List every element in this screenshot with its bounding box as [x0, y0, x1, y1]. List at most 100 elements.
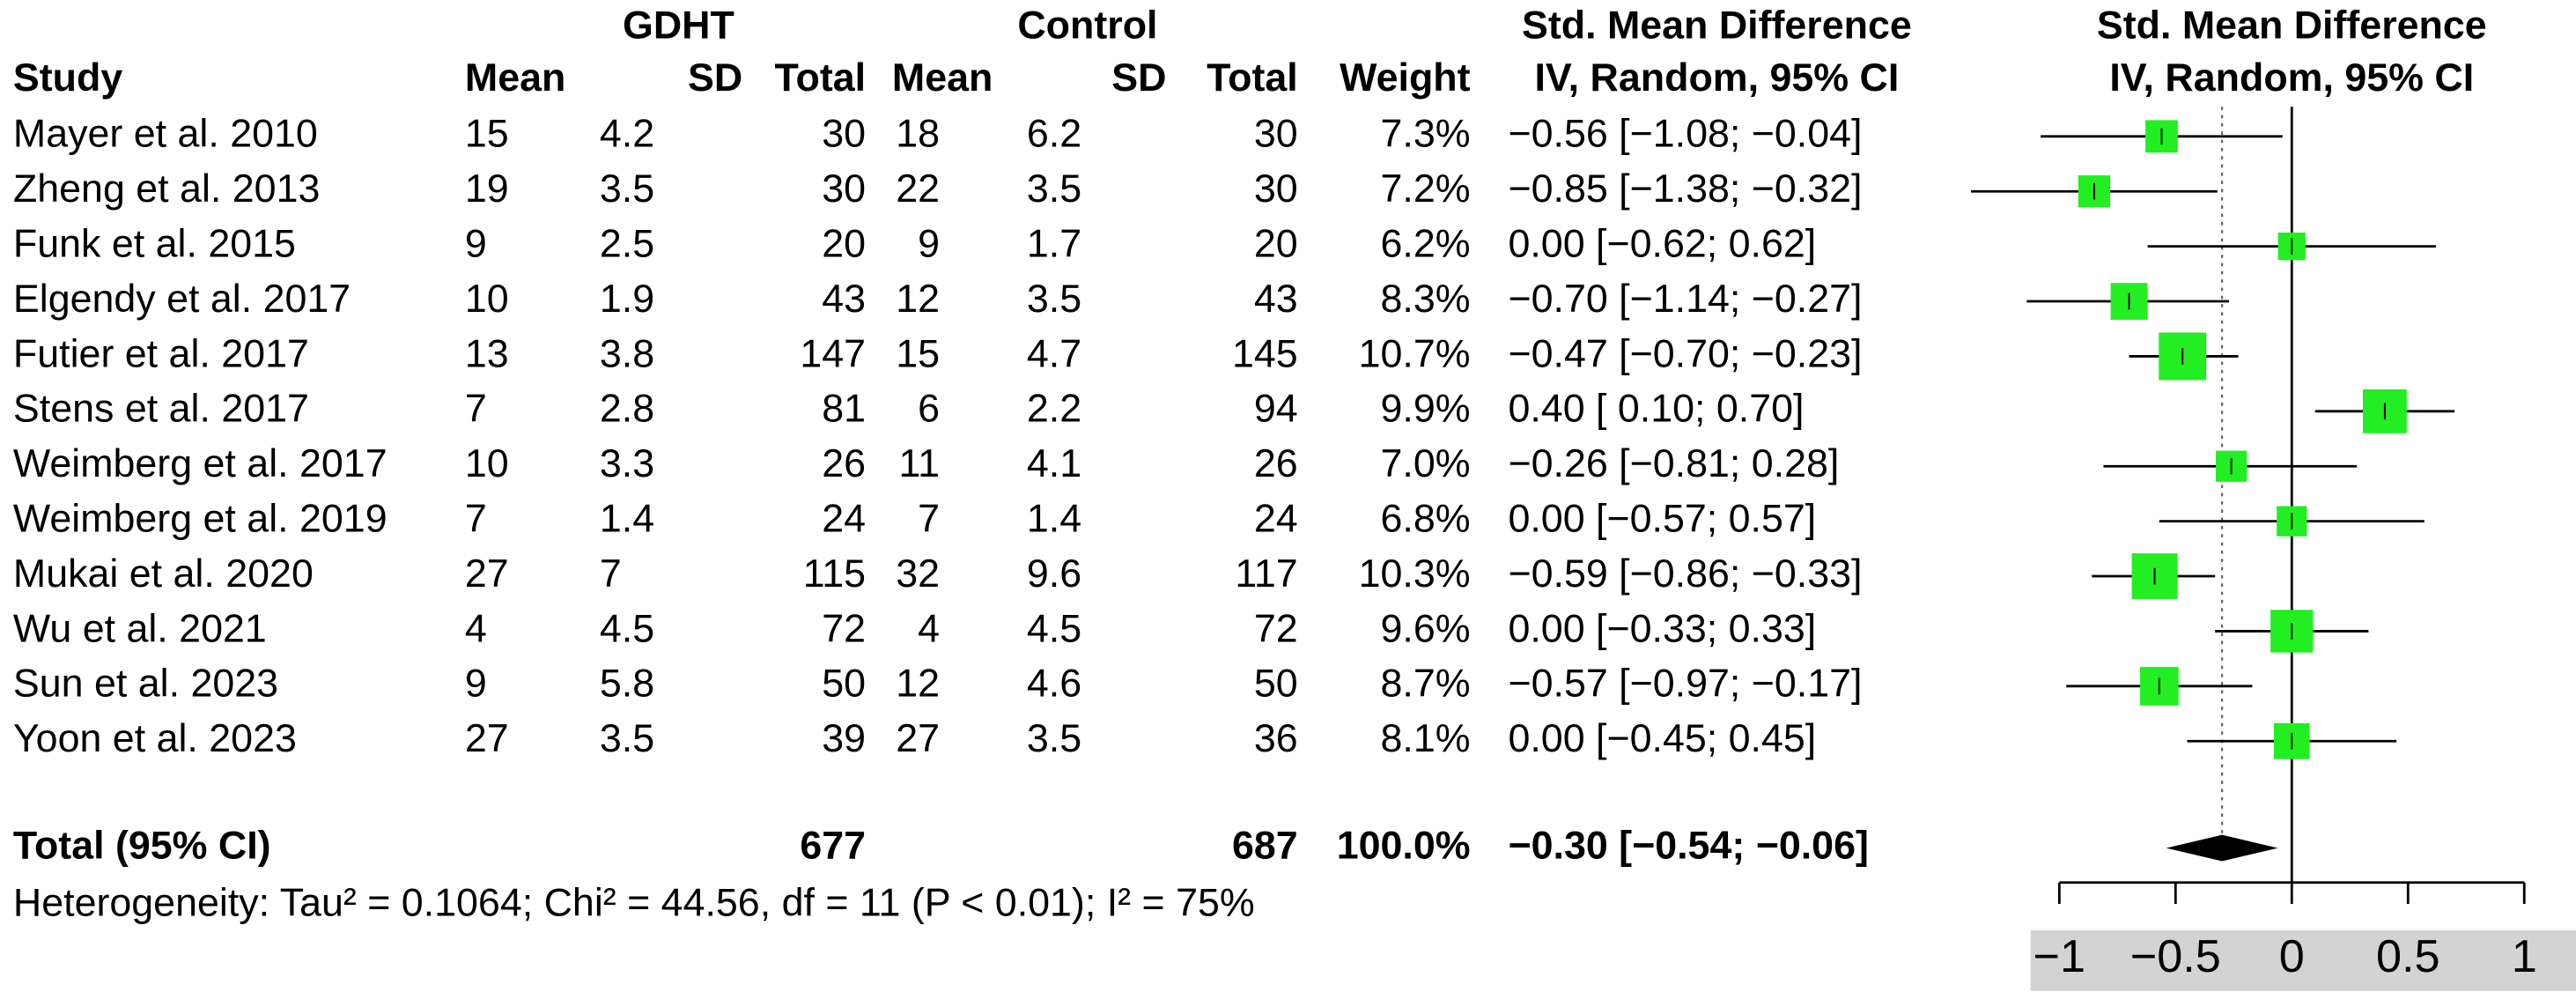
column-header: SD	[1111, 56, 1166, 100]
cell: 687	[1232, 823, 1298, 867]
column-header: Total	[1207, 56, 1298, 100]
cell: 1.7	[1027, 221, 1081, 265]
cell: 8.3%	[1381, 277, 1471, 321]
cell: 117	[1235, 552, 1297, 596]
cell: 2.5	[600, 221, 654, 265]
cell: Sun et al. 2023	[13, 662, 278, 706]
column-header: IV, Random, 95% CI	[1534, 56, 1899, 100]
cell: Mukai et al. 2020	[13, 552, 314, 596]
cell: 19	[465, 167, 509, 211]
cell: 1.4	[600, 496, 654, 540]
cell: 13	[465, 331, 509, 375]
pooled-diamond	[2166, 834, 2278, 862]
cell: 10	[465, 277, 509, 321]
cell: −0.59 [−0.86; −0.33]	[1508, 552, 1862, 596]
column-header: Total	[774, 56, 866, 100]
x-tick-label: 0	[2279, 931, 2305, 982]
cell: 18	[896, 112, 940, 156]
cell: Zheng et al. 2013	[13, 167, 320, 211]
cell: 94	[1254, 387, 1298, 431]
cell: 9.6	[1027, 552, 1081, 596]
cell: 4.7	[1027, 331, 1081, 375]
cell: −0.47 [−0.70; −0.23]	[1508, 331, 1862, 375]
cell: 22	[896, 167, 940, 211]
cell: 7.0%	[1381, 441, 1471, 485]
cell: 8.1%	[1381, 716, 1471, 760]
cell: 30	[1254, 112, 1298, 156]
cell: 9	[918, 221, 940, 265]
cell: 43	[1254, 277, 1298, 321]
cell: −0.56 [−1.08; −0.04]	[1508, 112, 1862, 156]
column-header: Weight	[1340, 56, 1470, 100]
column-header: Study	[13, 56, 122, 100]
cell: 5.8	[600, 662, 654, 706]
cell: 3.5	[1027, 277, 1081, 321]
x-tick-label: 0.5	[2376, 931, 2440, 982]
cell: 81	[822, 387, 866, 431]
cell: Stens et al. 2017	[13, 387, 309, 431]
cell: 30	[1254, 167, 1298, 211]
cell: 72	[822, 606, 866, 650]
cell: 26	[1254, 441, 1298, 485]
cell: Wu et al. 2021	[13, 606, 267, 650]
column-header: Mean	[465, 56, 565, 100]
cell: 0.00 [−0.62; 0.62]	[1508, 221, 1816, 265]
cell: 100.0%	[1337, 823, 1471, 867]
cell: 27	[896, 716, 940, 760]
cell: 15	[896, 331, 940, 375]
cell: 3.5	[1027, 167, 1081, 211]
cell: 39	[822, 716, 866, 760]
group-header: Control	[1017, 4, 1157, 48]
cell: 72	[1254, 606, 1298, 650]
cell: 9.9%	[1381, 387, 1471, 431]
x-tick-label: 1	[2512, 931, 2537, 982]
cell: Weimberg et al. 2017	[13, 441, 388, 485]
cell: 1.4	[1027, 496, 1081, 540]
cell: 4.1	[1027, 441, 1081, 485]
cell: 3.5	[1027, 716, 1081, 760]
cell: 677	[800, 823, 866, 867]
cell: 6	[918, 387, 940, 431]
cell: 7.2%	[1381, 167, 1471, 211]
group-header: Std. Mean Difference	[1522, 4, 1912, 48]
column-header: Mean	[892, 56, 993, 100]
cell: 24	[822, 496, 866, 540]
cell: 4.2	[600, 112, 654, 156]
column-header: IV, Random, 95% CI	[2109, 56, 2474, 100]
cell: Yoon et al. 2023	[13, 716, 297, 760]
cell: 0.00 [−0.33; 0.33]	[1508, 606, 1816, 650]
cell: 10.3%	[1359, 552, 1471, 596]
cell: 0.40 [ 0.10; 0.70]	[1508, 387, 1804, 431]
cell: 2.2	[1027, 387, 1081, 431]
cell: 11	[899, 441, 940, 485]
cell: 4	[918, 606, 940, 650]
cell: 0.00 [−0.57; 0.57]	[1508, 496, 1816, 540]
cell: 43	[822, 277, 866, 321]
group-header: GDHT	[623, 4, 734, 48]
cell: 6.2%	[1381, 221, 1471, 265]
cell: 6.8%	[1381, 496, 1471, 540]
axis-band	[2030, 929, 2576, 991]
cell: 12	[896, 662, 940, 706]
cell: −0.26 [−0.81; 0.28]	[1508, 441, 1839, 485]
cell: 12	[896, 277, 940, 321]
cell: 30	[822, 167, 866, 211]
cell: 4.5	[600, 606, 654, 650]
group-header: Std. Mean Difference	[2097, 4, 2487, 48]
cell: 2.8	[600, 387, 654, 431]
cell: −0.30 [−0.54; −0.06]	[1508, 823, 1868, 867]
cell: 9	[465, 221, 487, 265]
cell: Elgendy et al. 2017	[13, 277, 351, 321]
cell: −0.57 [−0.97; −0.17]	[1508, 662, 1862, 706]
column-header: SD	[688, 56, 742, 100]
cell: 1.9	[600, 277, 654, 321]
x-tick-label: −1	[2033, 931, 2086, 982]
cell: Mayer et al. 2010	[13, 112, 318, 156]
cell: 145	[1232, 331, 1298, 375]
cell: 4.6	[1027, 662, 1081, 706]
cell: −0.70 [−1.14; −0.27]	[1508, 277, 1862, 321]
cell: 7	[600, 552, 622, 596]
cell: 8.7%	[1381, 662, 1471, 706]
cell: 10.7%	[1359, 331, 1471, 375]
